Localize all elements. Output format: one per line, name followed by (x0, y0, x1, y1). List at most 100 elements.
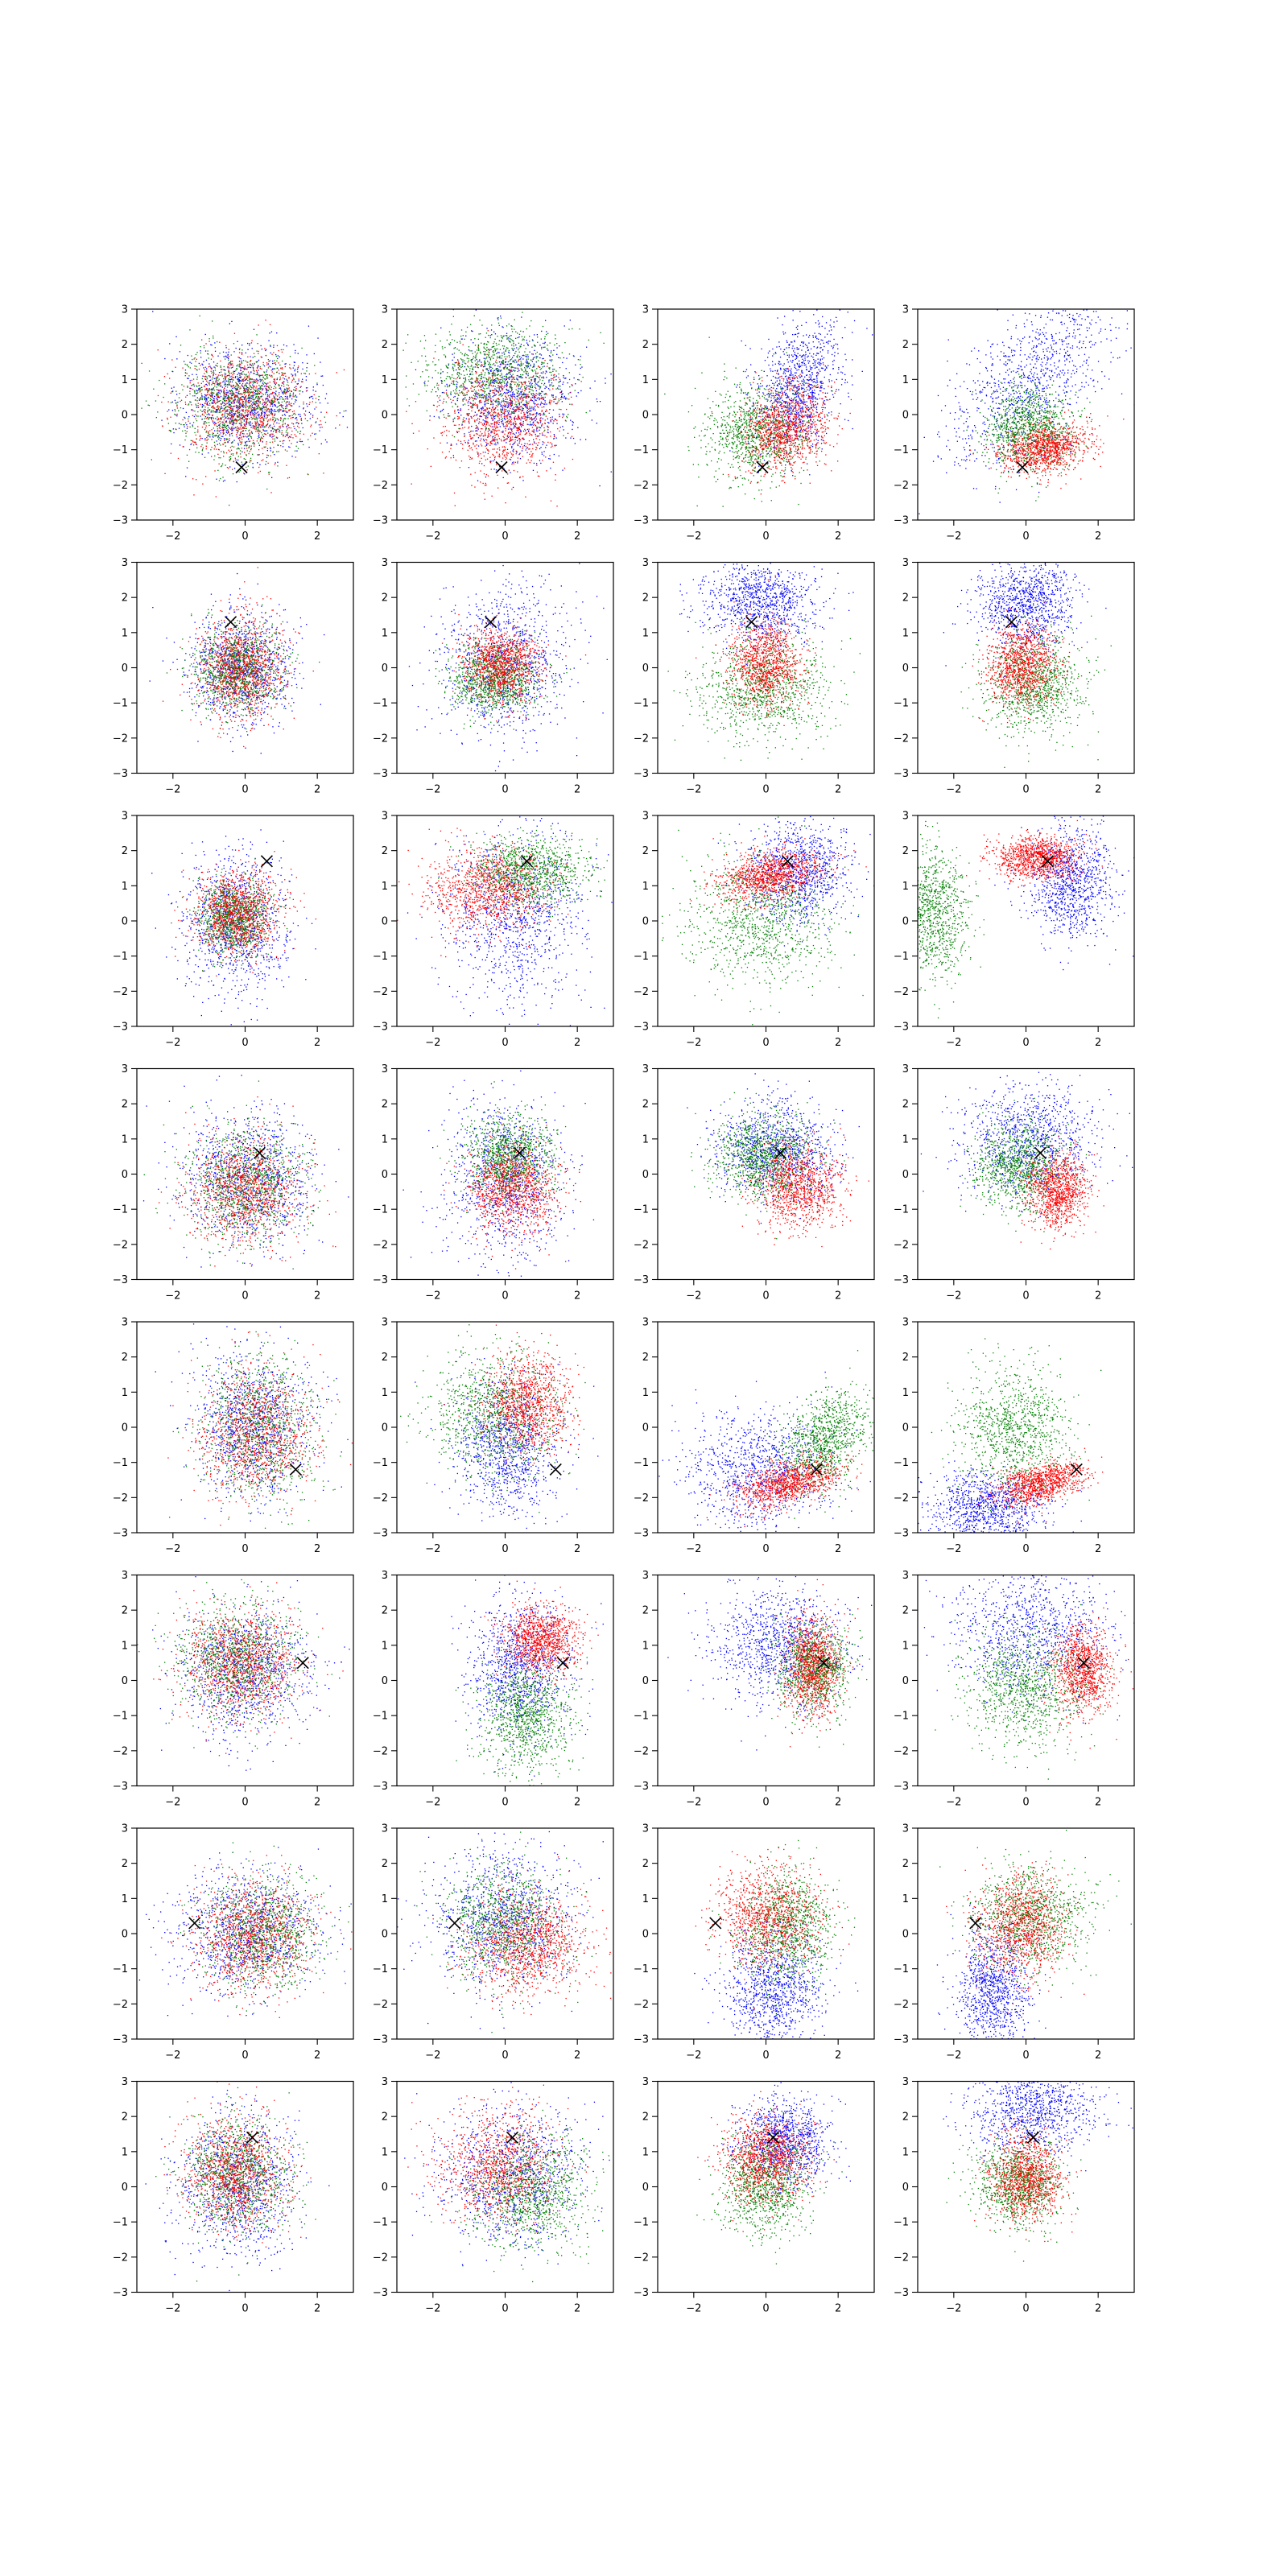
data-point (259, 420, 260, 421)
data-point (289, 436, 290, 437)
data-point (268, 361, 269, 362)
data-point (206, 446, 207, 447)
data-point (262, 377, 263, 378)
data-point (259, 445, 260, 446)
data-point (450, 399, 451, 400)
data-point (211, 417, 212, 418)
data-point (494, 373, 495, 374)
data-point (516, 432, 517, 433)
data-point (188, 375, 189, 376)
data-point (214, 422, 215, 423)
data-point (512, 401, 513, 402)
data-point (494, 370, 495, 371)
data-point (306, 390, 307, 391)
data-point (460, 358, 461, 359)
data-point (194, 416, 195, 417)
data-point (467, 365, 468, 366)
data-point (247, 376, 248, 377)
data-point (232, 363, 233, 364)
data-point (284, 401, 285, 402)
data-point (488, 364, 489, 365)
data-point (285, 398, 286, 399)
data-point (207, 414, 208, 415)
data-point (481, 407, 482, 408)
data-point (272, 371, 273, 372)
data-point (289, 415, 290, 416)
data-point (465, 379, 466, 380)
data-point (241, 381, 242, 382)
data-point (551, 374, 552, 375)
data-point (149, 405, 150, 406)
data-point (539, 387, 540, 388)
data-point (513, 350, 514, 351)
data-point (217, 384, 218, 385)
data-point (230, 398, 231, 399)
data-point (513, 413, 514, 414)
data-point (266, 424, 267, 425)
data-point (232, 367, 233, 368)
data-point (209, 417, 210, 418)
scatter-points (403, 309, 612, 506)
data-point (218, 439, 219, 440)
data-point (239, 415, 240, 416)
data-point (297, 371, 298, 372)
data-point (535, 425, 536, 426)
data-point (464, 381, 465, 382)
data-point (212, 378, 213, 379)
data-point (209, 436, 210, 437)
data-point (534, 364, 535, 365)
data-point (565, 398, 566, 399)
data-point (514, 434, 515, 435)
data-point (456, 386, 457, 387)
data-point (248, 422, 249, 423)
data-point (456, 398, 457, 399)
data-point (562, 426, 563, 427)
data-point (495, 380, 496, 381)
data-point (202, 376, 203, 377)
data-point (230, 363, 231, 364)
data-point (200, 446, 201, 447)
data-point (471, 426, 472, 427)
data-point (276, 451, 277, 452)
data-point (258, 405, 259, 406)
data-point (322, 375, 323, 376)
data-point (225, 400, 226, 401)
data-point (218, 390, 219, 391)
data-point (240, 453, 241, 454)
data-point (205, 416, 206, 417)
data-point (498, 399, 499, 400)
data-point (292, 380, 293, 381)
data-point (223, 433, 224, 434)
data-point (497, 379, 498, 380)
data-point (471, 339, 472, 340)
data-point (230, 362, 231, 363)
data-point (249, 377, 250, 378)
data-point (243, 390, 244, 391)
data-point (253, 427, 254, 428)
data-point (249, 379, 250, 380)
data-point (260, 392, 261, 393)
data-point (541, 391, 542, 392)
data-point (301, 419, 302, 420)
data-point (213, 366, 214, 367)
data-point (538, 397, 539, 398)
data-point (266, 376, 267, 377)
data-point (547, 350, 548, 351)
data-point (185, 369, 186, 370)
data-point (250, 360, 251, 361)
data-point (212, 402, 213, 403)
data-point (251, 387, 252, 388)
data-point (274, 454, 275, 455)
data-point (453, 364, 454, 365)
data-point (486, 402, 487, 403)
data-point (485, 337, 486, 338)
data-point (239, 412, 240, 413)
data-point (562, 414, 563, 415)
data-point (534, 350, 535, 351)
data-point (246, 433, 247, 434)
data-point (475, 364, 476, 365)
data-point (517, 462, 518, 463)
data-point (183, 419, 184, 420)
data-point (177, 414, 178, 415)
data-point (277, 429, 278, 430)
